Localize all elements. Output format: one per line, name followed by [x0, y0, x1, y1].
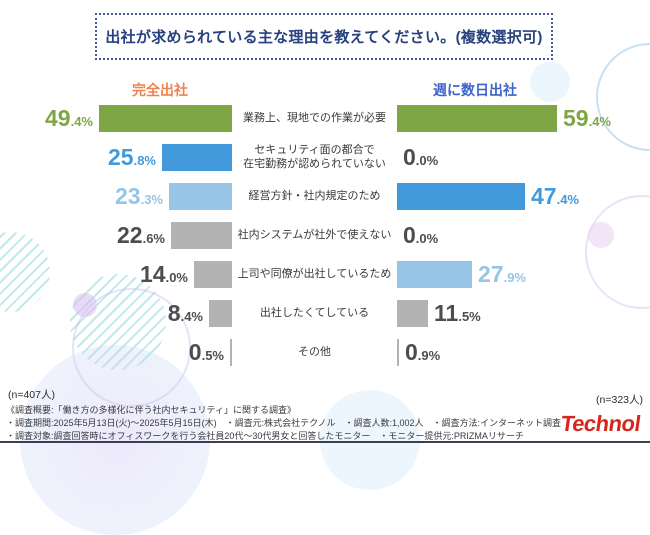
category-label: 経営方針・社内規定のため [248, 189, 381, 202]
bar-right [397, 182, 525, 210]
value-label-right: 47.4% [531, 182, 579, 209]
bar-left [169, 182, 232, 210]
value-label-left: 49.4% [45, 104, 93, 131]
right-bar-zone: 0.9% [397, 338, 650, 366]
left-bar-zone: 49.4% [0, 104, 232, 132]
value-label-right: 27.9% [478, 260, 526, 287]
survey-note-line2: ・調査期間:2025年5月13日(火)〜2025年5月15日(木) ・調査元:株… [6, 418, 562, 428]
chart-row: 8.4% 出社したくてしている 11.5% [0, 294, 650, 332]
value-label-left: 14.0% [140, 260, 188, 287]
chart-row: 22.6% 社内システムが社外で使えない 0.0% [0, 216, 650, 254]
bar-left [171, 221, 232, 249]
page-title: 出社が求められている主な理由を教えてください。(複数選択可) [105, 29, 543, 46]
chart-row: 14.0% 上司や同僚が出社しているため 27.9% [0, 255, 650, 293]
chart-row: 49.4% 業務上、現地での作業が必要 59.4% [0, 99, 650, 137]
left-bar-zone: 8.4% [0, 299, 232, 327]
left-bar-zone: 25.8% [0, 143, 232, 171]
value-label-right: 11.5% [434, 299, 481, 326]
chart-rows: 49.4% 業務上、現地での作業が必要 59.4% 25.8% セキュリティ面の都合で … [0, 99, 650, 371]
value-label-right: 0.9% [405, 338, 441, 365]
survey-notes: 《調査概要:「働き方の多様化に伴う社内セキュリティ」に関する調査》 ・調査期間:… [6, 404, 561, 443]
value-label-left: 25.8% [108, 143, 156, 170]
category-label: 出社したくてしている [259, 306, 370, 319]
category-label: 社内システムが社外で使えない [237, 228, 392, 241]
value-label-left: 22.6% [117, 221, 165, 248]
left-bar-zone: 22.6% [0, 221, 232, 249]
left-bar-zone: 0.5% [0, 338, 232, 366]
bar-left [162, 143, 232, 171]
right-bar-zone: 11.5% [397, 299, 650, 327]
survey-note-line3: ・調査対象:調査回答時にオフィスワークを行う会社員20代〜30代男女と回答したモ… [6, 431, 524, 441]
value-label-left: 0.5% [188, 338, 224, 365]
bar-left [99, 104, 232, 132]
category-label: セキュリティ面の都合で 在宅勤務が認められていない [243, 143, 386, 170]
right-bar-zone: 47.4% [397, 182, 650, 210]
chart-row: 25.8% セキュリティ面の都合で 在宅勤務が認められていない 0.0% [0, 138, 650, 176]
bar-left [209, 299, 232, 327]
value-label-left: 23.3% [115, 182, 163, 209]
right-bar-zone: 27.9% [397, 260, 650, 288]
sample-size-left: (n=407人) [8, 389, 55, 401]
diverging-bar-chart: 49.4% 業務上、現地での作業が必要 59.4% 25.8% セキュリティ面の都合で … [0, 99, 650, 372]
right-bar-zone: 59.4% [397, 104, 650, 132]
chart-row: 23.3% 経営方針・社内規定のため 47.4% [0, 177, 650, 215]
right-bar-zone: 0.0% [397, 144, 650, 171]
left-bar-zone: 14.0% [0, 260, 232, 288]
column-header-full-office: 完全出社 [132, 82, 188, 98]
value-label-right: 59.4% [563, 104, 611, 131]
bar-left [194, 260, 232, 288]
technol-logo: Technol [559, 411, 642, 436]
bar-right [397, 260, 472, 288]
bar-left [230, 338, 232, 366]
sample-size-right: (n=323人) [596, 394, 643, 406]
value-label-right: 0.0% [403, 221, 439, 248]
bar-right [397, 338, 399, 366]
title-box: 出社が求められている主な理由を教えてください。(複数選択可) [95, 13, 553, 60]
bar-right [397, 104, 557, 132]
bar-right [397, 299, 428, 327]
category-label: 業務上、現地での作業が必要 [243, 111, 386, 124]
value-label-left: 8.4% [167, 299, 203, 326]
value-label-right: 0.0% [403, 143, 439, 170]
left-bar-zone: 23.3% [0, 182, 232, 210]
category-label: 上司や同僚が出社しているため [237, 267, 392, 280]
chart-row: 0.5% その他 0.9% [0, 333, 650, 371]
right-bar-zone: 0.0% [397, 222, 650, 249]
survey-note-line1: 《調査概要:「働き方の多様化に伴う社内セキュリティ」に関する調査》 [6, 405, 296, 415]
bottom-divider [0, 441, 650, 443]
category-label: その他 [298, 345, 331, 358]
column-header-few-days: 週に数日出社 [433, 82, 517, 98]
